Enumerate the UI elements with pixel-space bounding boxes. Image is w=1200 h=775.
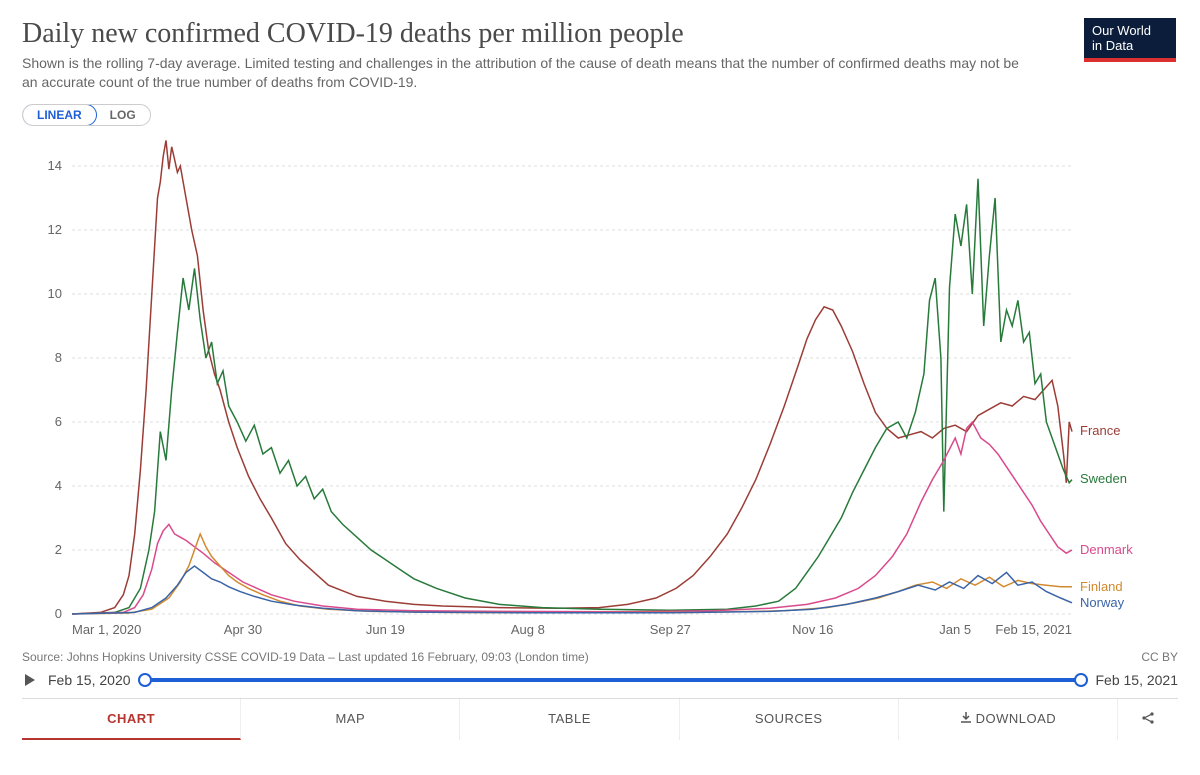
x-tick-label: Mar 1, 2020 (72, 622, 141, 637)
x-tick-label: Nov 16 (792, 622, 833, 637)
chart-subtitle: Shown is the rolling 7-day average. Limi… (22, 54, 1022, 92)
scale-toggle: LINEAR LOG (22, 104, 151, 126)
tab-download-label: DOWNLOAD (976, 711, 1057, 726)
series-label-norway[interactable]: Norway (1080, 595, 1124, 610)
x-tick-label: Sep 27 (650, 622, 691, 637)
owid-logo[interactable]: Our World in Data (1084, 18, 1176, 62)
series-norway[interactable] (72, 566, 1072, 614)
x-tick-label: Feb 15, 2021 (995, 622, 1072, 637)
tab-chart[interactable]: CHART (22, 699, 241, 740)
scale-log-button[interactable]: LOG (96, 105, 150, 125)
svg-text:14: 14 (48, 158, 62, 173)
svg-text:10: 10 (48, 286, 62, 301)
svg-text:12: 12 (48, 222, 62, 237)
license-text[interactable]: CC BY (1141, 650, 1178, 664)
svg-text:6: 6 (55, 414, 62, 429)
logo-line1: Our World (1092, 24, 1168, 39)
chart-area: 0 2 4 6 8 10 12 14 Mar 1, 2020 Apr 30 Jun 19 Aug 8… (22, 134, 1178, 644)
timeline-slider[interactable] (145, 678, 1082, 682)
series-label-france[interactable]: France (1080, 423, 1120, 438)
series-label-denmark[interactable]: Denmark (1080, 542, 1133, 557)
tab-table[interactable]: TABLE (460, 699, 679, 740)
x-tick-label: Apr 30 (224, 622, 262, 637)
timeline-end-label[interactable]: Feb 15, 2021 (1095, 672, 1178, 688)
chart-title: Daily new confirmed COVID-19 deaths per … (22, 18, 1178, 50)
slider-handle-end[interactable] (1074, 673, 1088, 687)
x-tick-label: Jan 5 (939, 622, 971, 637)
logo-line2: in Data (1092, 39, 1168, 54)
tab-bar: CHART MAP TABLE SOURCES DOWNLOAD (22, 698, 1178, 740)
svg-text:4: 4 (55, 478, 62, 493)
series-denmark[interactable] (72, 422, 1072, 614)
scale-linear-button[interactable]: LINEAR (22, 104, 97, 126)
series-label-sweden[interactable]: Sweden (1080, 471, 1127, 486)
tab-map[interactable]: MAP (241, 699, 460, 740)
svg-text:2: 2 (55, 542, 62, 557)
timeline: Feb 15, 2020 Feb 15, 2021 (22, 670, 1178, 696)
tab-sources[interactable]: SOURCES (680, 699, 899, 740)
tab-share[interactable] (1118, 699, 1178, 740)
timeline-start-label[interactable]: Feb 15, 2020 (48, 672, 131, 688)
series-finland[interactable] (72, 534, 1072, 614)
x-tick-label: Jun 19 (366, 622, 405, 637)
tab-download[interactable]: DOWNLOAD (899, 699, 1118, 740)
x-tick-label: Aug 8 (511, 622, 545, 637)
svg-text:8: 8 (55, 350, 62, 365)
slider-handle-start[interactable] (138, 673, 152, 687)
svg-text:0: 0 (55, 606, 62, 621)
line-chart-svg[interactable]: 0 2 4 6 8 10 12 14 Mar 1, 2020 Apr 30 Jun 19 Aug 8… (22, 134, 1178, 644)
source-text: Source: Johns Hopkins University CSSE CO… (22, 650, 589, 664)
play-icon[interactable] (22, 672, 38, 688)
series-label-finland[interactable]: Finland (1080, 579, 1123, 594)
series-france[interactable] (72, 140, 1072, 614)
